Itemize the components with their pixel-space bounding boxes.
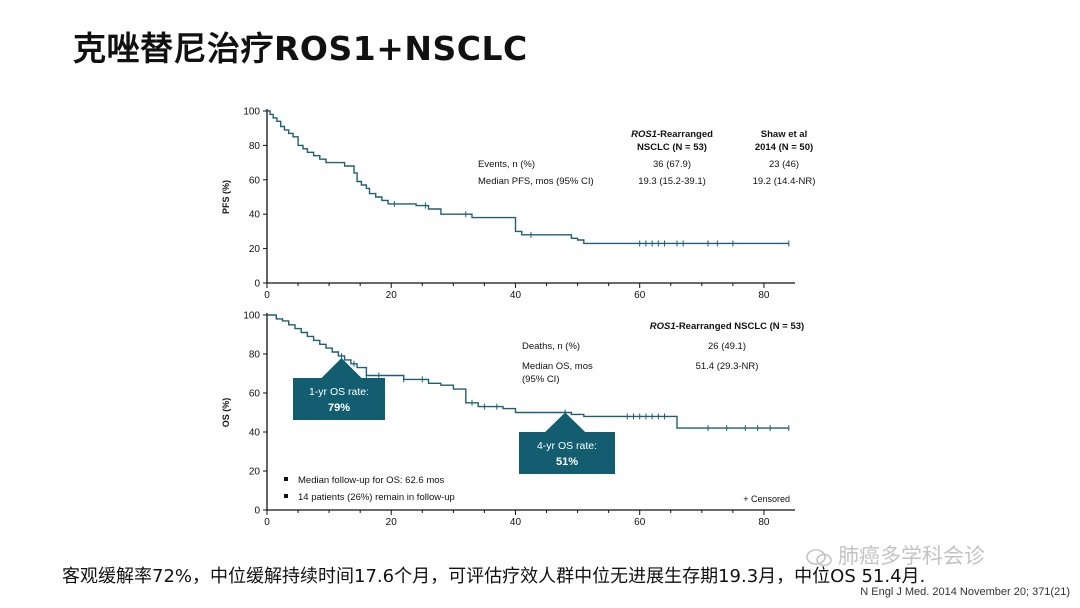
table-header-col1-line2: NSCLC (N = 53) xyxy=(637,142,707,153)
y-tick-label: 60 xyxy=(249,175,261,186)
x-tick-label: 40 xyxy=(510,517,522,528)
y-tick-label: 100 xyxy=(243,311,260,322)
y-tick-label: 100 xyxy=(243,107,260,118)
km-panel-os: 0 20 40 60 80 100 0 20 40 60 80 OS (%) ROS1-Rearrang… xyxy=(221,311,804,529)
callout-value: 79% xyxy=(328,402,350,414)
y-tick-label: 0 xyxy=(254,506,260,517)
callout-box xyxy=(519,432,615,474)
y-tick-label: 20 xyxy=(249,467,261,478)
x-tick-label: 60 xyxy=(634,290,646,301)
citation: N Engl J Med. 2014 November 20; 371(21) xyxy=(860,586,1070,598)
note-bullet xyxy=(284,494,288,498)
wechat-logo-icon xyxy=(806,548,832,567)
table-row-label-line2: (95% CI) xyxy=(522,374,559,385)
os-rate-callout: 4-yr OS rate: 51% xyxy=(519,412,615,474)
x-tick-label: 20 xyxy=(386,517,398,528)
y-tick-label: 20 xyxy=(249,244,261,255)
x-tick-label: 20 xyxy=(386,290,398,301)
table-header-col1: ROS1-Rearranged xyxy=(631,129,713,140)
table-header-col2: Shaw et al xyxy=(761,129,807,140)
x-tick-label: 60 xyxy=(634,517,646,528)
os-rate-callout: 1-yr OS rate: 79% xyxy=(293,357,385,420)
y-tick-label: 0 xyxy=(254,279,260,290)
table-row-label: Median OS, mos xyxy=(522,361,593,372)
survival-curve xyxy=(267,110,789,245)
watermark: 肺癌多学科会诊 xyxy=(806,540,985,570)
summary-text: 客观缓解率72%，中位缓解持续时间17.6个月，可评估疗效人群中位无进展生存期1… xyxy=(62,566,926,587)
y-axis-label: PFS (%) xyxy=(221,180,231,214)
note-text: Median follow-up for OS: 62.6 mos xyxy=(298,475,445,486)
table-cell: 36 (67.9) xyxy=(653,159,691,170)
watermark-text: 肺癌多学科会诊 xyxy=(838,544,985,568)
table-row-label: Events, n (%) xyxy=(478,159,535,170)
table-cell: 26 (49.1) xyxy=(708,341,746,352)
callout-label: 4-yr OS rate: xyxy=(537,440,597,452)
note-bullet xyxy=(284,477,288,481)
x-tick-label: 0 xyxy=(264,517,270,528)
callout-arrow xyxy=(545,412,586,432)
table-row-label: Median PFS, mos (95% CI) xyxy=(478,176,594,187)
x-tick-label: 40 xyxy=(510,290,522,301)
table-header-col1: ROS1-Rearranged NSCLC (N = 53) xyxy=(650,321,804,332)
survival-curve xyxy=(267,314,789,429)
table-cell: 51.4 (29.3-NR) xyxy=(696,361,759,372)
callout-label: 1-yr OS rate: xyxy=(309,386,369,398)
table-cell: 19.3 (15.2-39.1) xyxy=(638,176,706,187)
callout-value: 51% xyxy=(556,456,578,468)
table-cell: 23 (46) xyxy=(769,159,799,170)
y-axis-label: OS (%) xyxy=(221,398,231,428)
slide-title: 克唑替尼治疗ROS1+NSCLC xyxy=(73,29,528,68)
x-tick-label: 0 xyxy=(264,290,270,301)
table-header-col2-line2: 2014 (N = 50) xyxy=(755,142,813,153)
y-tick-label: 80 xyxy=(249,350,261,361)
y-tick-label: 40 xyxy=(249,210,261,221)
km-panel-pfs: 0 20 40 60 80 100 0 20 40 60 80 PFS (%) ROS1-Rearran… xyxy=(221,107,815,302)
table-cell: 19.2 (14.4-NR) xyxy=(753,176,816,187)
y-tick-label: 80 xyxy=(249,141,261,152)
y-tick-label: 40 xyxy=(249,428,261,439)
x-tick-label: 80 xyxy=(758,517,770,528)
y-tick-label: 60 xyxy=(249,389,261,400)
censored-legend: + Censored xyxy=(743,494,790,504)
x-tick-label: 80 xyxy=(758,290,770,301)
table-row-label: Deaths, n (%) xyxy=(522,341,580,352)
callout-arrow xyxy=(321,357,362,378)
callout-box xyxy=(293,378,385,420)
note-text: 14 patients (26%) remain in follow-up xyxy=(298,492,455,503)
